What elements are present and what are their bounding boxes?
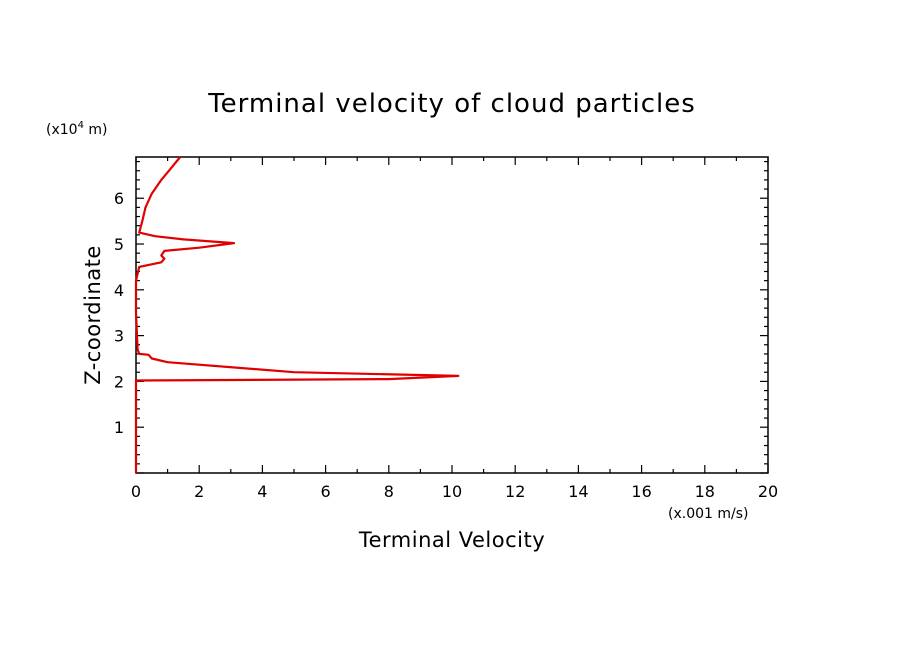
y-unit-suffix: m) xyxy=(84,122,108,138)
series-line-0 xyxy=(134,156,460,473)
plot-border xyxy=(135,156,769,474)
y-tick-label: 1 xyxy=(114,418,124,437)
x-tick-label: 4 xyxy=(257,482,267,501)
y-tick-label: 3 xyxy=(114,327,124,346)
y-unit-label: (x104 m) xyxy=(46,120,108,138)
y-tick-label: 4 xyxy=(114,281,124,300)
y-axis-ticks: 1 2 3 4 5 6 xyxy=(114,160,768,474)
x-tick-label: 14 xyxy=(568,482,588,501)
x-tick-label: 12 xyxy=(505,482,525,501)
series-layer xyxy=(134,156,460,473)
y-axis-label: Z-coordinate xyxy=(81,245,105,385)
x-tick-label: 2 xyxy=(194,482,204,501)
plot-frame xyxy=(135,156,769,474)
y-unit-exponent: 4 xyxy=(78,120,84,131)
x-axis-label: Terminal Velocity xyxy=(358,528,545,552)
chart-title: Terminal velocity of cloud particles xyxy=(207,89,696,119)
y-tick-label: 2 xyxy=(114,372,124,391)
x-tick-label: 10 xyxy=(442,482,462,501)
y-tick-label: 5 xyxy=(114,235,124,254)
y-tick-label: 6 xyxy=(114,189,124,208)
x-tick-label: 8 xyxy=(384,482,394,501)
x-axis-ticks: 0 2 4 6 8 10 12 14 16 18 20 xyxy=(131,157,778,501)
x-tick-label: 0 xyxy=(131,482,141,501)
x-tick-label: 6 xyxy=(321,482,331,501)
x-tick-label: 16 xyxy=(631,482,651,501)
x-tick-label: 18 xyxy=(695,482,715,501)
y-unit-prefix: (x10 xyxy=(46,122,78,138)
x-tick-label: 20 xyxy=(758,482,778,501)
x-unit-label: (x.001 m/s) xyxy=(668,506,748,522)
